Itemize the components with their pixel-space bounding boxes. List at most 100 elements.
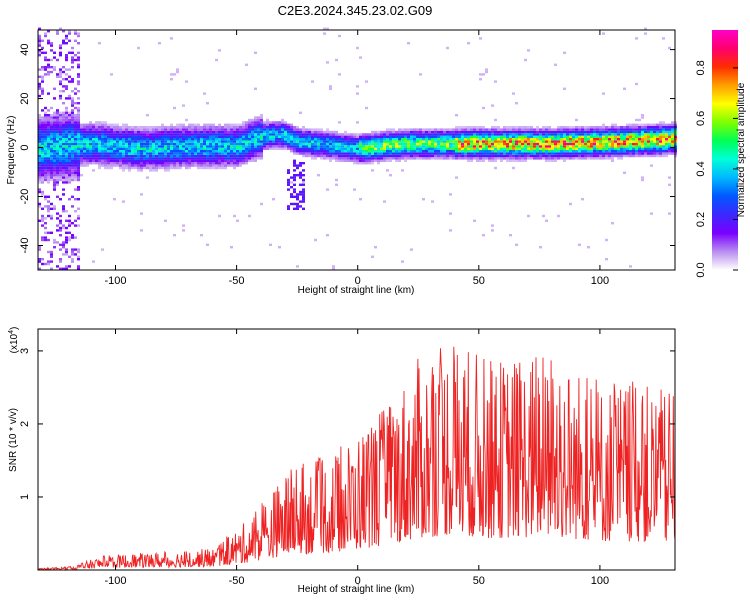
spectrogram-cell bbox=[329, 154, 332, 158]
spectrogram-cell bbox=[548, 140, 551, 143]
spectrogram-cell bbox=[446, 138, 449, 141]
spectrogram-cell bbox=[95, 142, 98, 146]
spectrogram-cell bbox=[347, 140, 350, 143]
spectrogram-cell bbox=[248, 118, 251, 122]
spectrogram-cell bbox=[602, 32, 605, 35]
spectrogram-cell bbox=[650, 142, 653, 146]
spectrogram-cell bbox=[578, 130, 581, 134]
spectrogram-cell bbox=[161, 128, 164, 131]
spectrogram-cell bbox=[65, 265, 68, 268]
spectrogram-cell bbox=[296, 166, 299, 170]
spectrogram-cell bbox=[440, 135, 443, 138]
spectrogram-cell bbox=[266, 142, 269, 146]
spectrogram-cell bbox=[443, 152, 446, 155]
spectrogram-cell bbox=[56, 121, 59, 124]
spectrogram-cell bbox=[68, 147, 71, 150]
spectrogram-cell bbox=[539, 128, 542, 131]
spectrogram-cell bbox=[215, 147, 218, 150]
spectrogram-cell bbox=[458, 138, 461, 141]
spectrogram-cell bbox=[152, 133, 155, 136]
spectrogram-cell bbox=[77, 97, 80, 100]
spectrogram-cell bbox=[74, 188, 77, 191]
spectrogram-cell bbox=[149, 162, 152, 165]
spectrogram-cell bbox=[380, 133, 383, 136]
spectrogram-cell bbox=[332, 157, 335, 160]
spectrogram-cell bbox=[551, 135, 554, 138]
spectrogram-cell bbox=[431, 157, 434, 160]
spectrogram-cell bbox=[77, 111, 80, 114]
spectrogram-cell bbox=[572, 157, 575, 160]
spectrogram-cell bbox=[53, 188, 56, 191]
spectrogram-cell bbox=[332, 147, 335, 150]
spectrogram-cell bbox=[323, 152, 326, 155]
spectrogram-cell bbox=[65, 58, 68, 62]
spectrogram-cell bbox=[416, 147, 419, 150]
spectrogram-cell bbox=[401, 169, 404, 172]
spectrogram-cell bbox=[263, 147, 266, 150]
spectrogram-cell bbox=[365, 145, 368, 148]
spectrogram-cell bbox=[50, 255, 53, 258]
spectrogram-cell bbox=[38, 133, 41, 136]
spectrogram-cell bbox=[68, 171, 71, 174]
spectrogram-cell bbox=[101, 162, 104, 165]
spectrogram-cell bbox=[638, 123, 641, 126]
spectrogram-cell bbox=[554, 147, 557, 150]
spectrogram-cell bbox=[305, 133, 308, 136]
spectrogram-cell bbox=[467, 42, 470, 45]
spectrogram-cell bbox=[443, 154, 446, 158]
spectrogram-cell bbox=[44, 178, 47, 182]
spectrogram-cell bbox=[113, 159, 116, 162]
spectrogram-cell bbox=[191, 142, 194, 146]
spectrogram-cell bbox=[407, 152, 410, 155]
spectrogram-cell bbox=[137, 126, 140, 129]
spectrogram-cell bbox=[422, 140, 425, 143]
spectrogram-cell bbox=[47, 135, 50, 138]
spectrogram-cell bbox=[548, 133, 551, 136]
spectrogram-cell bbox=[44, 169, 47, 172]
spectrogram-cell bbox=[296, 265, 299, 268]
spectrogram-cell bbox=[671, 147, 674, 150]
spectrogram-cell bbox=[113, 164, 116, 167]
spectrogram-cell bbox=[623, 142, 626, 146]
spectrogram-cell bbox=[269, 130, 272, 134]
spectrogram-cell bbox=[419, 145, 422, 148]
spectrogram-cell bbox=[494, 138, 497, 141]
spectrogram-cell bbox=[38, 145, 41, 148]
spectrogram-cell bbox=[77, 214, 80, 218]
spectrogram-cell bbox=[530, 147, 533, 150]
spectrogram-cell bbox=[56, 118, 59, 122]
spectrogram-cell bbox=[176, 123, 179, 126]
spectrogram-cell bbox=[191, 138, 194, 141]
spectrogram-cell bbox=[38, 126, 41, 129]
spectrogram-cell bbox=[317, 150, 320, 153]
spectrogram-cell bbox=[518, 157, 521, 160]
spectrogram-cell bbox=[38, 130, 41, 134]
spectrogram-cell bbox=[389, 138, 392, 141]
spectrogram-cell bbox=[542, 130, 545, 134]
spectrogram-cell bbox=[356, 85, 359, 88]
spectrogram-cell bbox=[521, 140, 524, 143]
spectrogram-cell bbox=[314, 140, 317, 143]
spectrogram-cell bbox=[77, 121, 80, 124]
spectrogram-cell bbox=[353, 145, 356, 148]
spectrogram-cell bbox=[527, 150, 530, 153]
colorbar-tick-label: 0.6 bbox=[695, 111, 707, 126]
spectrogram-cell bbox=[446, 154, 449, 158]
spectrogram-cell bbox=[248, 214, 251, 218]
spectrogram-cell bbox=[668, 46, 671, 50]
spectrogram-cell bbox=[428, 135, 431, 138]
spectrogram-cell bbox=[254, 138, 257, 141]
spectrogram-cell bbox=[299, 142, 302, 146]
spectrogram-cell bbox=[239, 135, 242, 138]
spectrogram-cell bbox=[164, 159, 167, 162]
spectrogram-cell bbox=[89, 126, 92, 129]
spectrogram-cell bbox=[308, 138, 311, 141]
spectrogram-cell bbox=[416, 130, 419, 134]
spectrogram-cell bbox=[86, 150, 89, 153]
spectrogram-cell bbox=[614, 152, 617, 155]
spectrogram-cell bbox=[128, 128, 131, 131]
spectrogram-cell bbox=[359, 147, 362, 150]
spectrogram-cell bbox=[149, 142, 152, 146]
spectrogram-cell bbox=[233, 166, 236, 170]
spectrogram-cell bbox=[542, 145, 545, 148]
